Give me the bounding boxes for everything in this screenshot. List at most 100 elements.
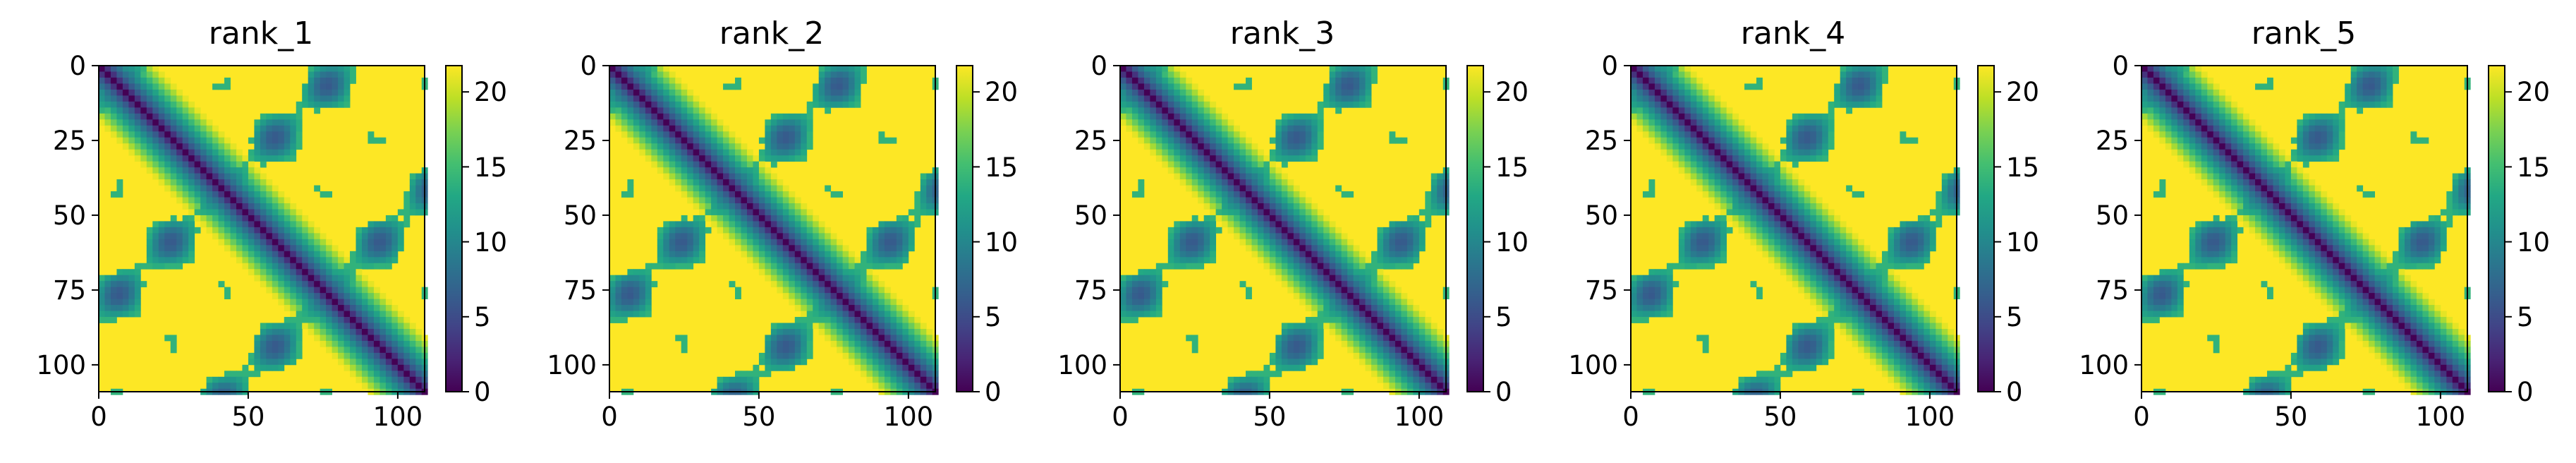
heatmap-cell — [1720, 107, 1727, 114]
heatmap-cell — [1660, 131, 1667, 138]
heatmap-cell — [1155, 293, 1162, 300]
heatmap-cell — [1425, 347, 1432, 354]
heatmap-cell — [218, 203, 225, 210]
heatmap-cell — [1293, 119, 1300, 126]
heatmap-cell — [794, 215, 801, 222]
heatmap-cell — [1335, 269, 1342, 276]
heatmap-cell — [1234, 215, 1240, 222]
heatmap-cell — [206, 137, 213, 144]
heatmap-cell — [1281, 149, 1288, 156]
heatmap-cell — [284, 125, 291, 132]
heatmap-cell — [770, 364, 777, 371]
heatmap-cell — [896, 364, 903, 371]
heatmap-cell — [705, 209, 712, 216]
heatmap-cell — [837, 287, 844, 294]
heatmap-cell — [367, 221, 375, 228]
heatmap-cell — [1407, 227, 1414, 234]
heatmap-cell — [1305, 137, 1312, 144]
heatmap-cell — [194, 179, 201, 186]
heatmap-cell — [266, 335, 273, 342]
heatmap-cell — [777, 137, 784, 144]
heatmap-cell — [693, 215, 700, 222]
heatmap-cell — [723, 173, 729, 180]
heatmap-cell — [711, 155, 717, 162]
heatmap-cell — [1810, 143, 1817, 150]
heatmap-cell — [397, 209, 404, 216]
heatmap-cell — [1317, 352, 1324, 359]
heatmap-cell — [260, 137, 267, 144]
heatmap-cell — [794, 245, 801, 252]
heatmap-cell — [1347, 251, 1354, 258]
heatmap-cell — [290, 125, 297, 132]
heatmap-cell — [170, 167, 177, 174]
heatmap-cell — [1347, 95, 1354, 102]
heatmap-cell — [1816, 137, 1823, 144]
heatmap-cell — [1714, 221, 1721, 228]
heatmap-cell — [409, 340, 416, 347]
heatmap-cell — [758, 197, 765, 204]
heatmap-cell — [1437, 359, 1444, 366]
heatmap-cell — [391, 364, 399, 371]
heatmap-cell — [1222, 119, 1228, 126]
heatmap-cell — [1816, 143, 1823, 150]
heatmap-cell — [104, 311, 111, 318]
heatmap-cell — [758, 191, 765, 198]
heatmap-cell — [1365, 269, 1372, 276]
heatmap-cell — [866, 299, 873, 306]
heatmap-cell — [711, 125, 717, 132]
heatmap-cell — [872, 263, 879, 270]
heatmap-cell — [397, 233, 404, 240]
heatmap-cell — [1263, 161, 1270, 168]
heatmap-cell — [693, 119, 700, 126]
heatmap-cell — [1263, 364, 1270, 371]
x-tick-label: 50 — [1253, 402, 1286, 432]
heatmap-cell — [1227, 131, 1234, 138]
colorbar-tick-label: 5 — [985, 302, 1002, 332]
heatmap-cell — [415, 191, 423, 198]
heatmap-cell — [1311, 215, 1318, 222]
heatmap-cell — [1840, 77, 1847, 84]
heatmap-cell — [794, 197, 801, 204]
heatmap-cell — [164, 149, 171, 156]
heatmap-cell — [152, 155, 159, 162]
heatmap-cell — [914, 335, 921, 342]
heatmap-cell — [1311, 209, 1318, 216]
heatmap-cell — [765, 233, 772, 240]
heatmap-cell — [741, 197, 748, 204]
heatmap-cell — [1389, 335, 1396, 342]
heatmap-cell — [1876, 77, 1883, 84]
heatmap-cell — [1138, 293, 1145, 300]
heatmap-cell — [801, 113, 808, 120]
heatmap-cell — [801, 149, 808, 156]
heatmap-cell — [842, 77, 849, 84]
heatmap-cell — [908, 364, 915, 371]
heatmap-cell — [1311, 359, 1318, 366]
heatmap-cell — [361, 293, 368, 300]
heatmap-cell — [1389, 347, 1396, 354]
heatmap-cell — [1317, 137, 1324, 144]
heatmap-cell — [1726, 215, 1733, 222]
heatmap-cell — [403, 371, 411, 378]
heatmap-cell — [1678, 167, 1685, 174]
heatmap-cell — [1335, 257, 1342, 264]
heatmap-cell — [1155, 143, 1162, 150]
heatmap-cell — [1660, 113, 1667, 120]
heatmap-cell — [884, 371, 891, 378]
heatmap-cell — [236, 191, 243, 198]
heatmap-cell — [284, 119, 291, 126]
heatmap-cell — [1371, 359, 1378, 366]
heatmap-cell — [866, 364, 873, 371]
heatmap-cell — [1418, 371, 1426, 378]
heatmap-cell — [1311, 239, 1318, 246]
heatmap-cell — [705, 161, 712, 168]
heatmap-cell — [1299, 233, 1306, 240]
heatmap-cell — [609, 66, 616, 72]
heatmap-cell — [1631, 71, 1637, 78]
heatmap-cell — [896, 251, 903, 258]
heatmap-cell — [806, 287, 813, 294]
heatmap-cell — [777, 340, 784, 347]
heatmap-cell — [657, 89, 664, 96]
heatmap-cell — [609, 101, 616, 108]
heatmap-cell — [99, 83, 105, 90]
heatmap-cell — [284, 113, 291, 120]
